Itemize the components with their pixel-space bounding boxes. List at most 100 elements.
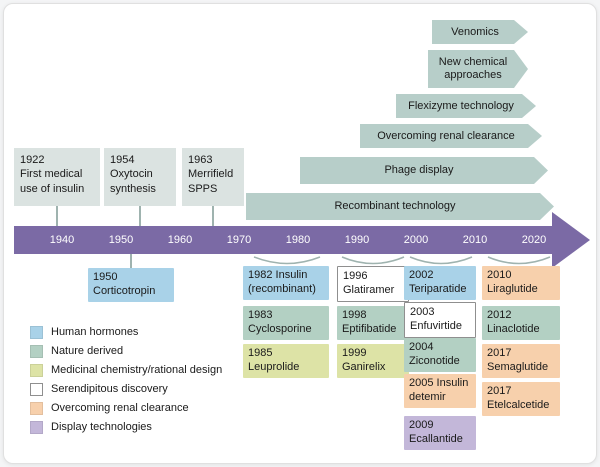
timeline-tick-2000: 2000: [403, 234, 429, 246]
drug-box-2009-ecallantide: 2009 Ecallantide: [404, 416, 476, 450]
drug-box-2012-linaclotide: 2012 Linaclotide: [482, 306, 560, 340]
milestone-label: Oxytocin synthesis: [110, 168, 156, 195]
banner-overcoming-renal-clearance: Overcoming renal clearance: [360, 124, 542, 148]
drug-year: 2009: [409, 419, 434, 431]
banner-flexizyme-technology: Flexizyme technology: [396, 94, 536, 118]
drug-box-2003-enfuvirtide: 2003 Enfuvirtide: [404, 302, 476, 338]
drug-year: 2017: [487, 347, 512, 359]
timeline-arrowhead-icon: [552, 212, 590, 268]
drug-year: 2005: [409, 377, 434, 389]
milestone-1922-insulin: 1922 First medical use of insulin: [14, 148, 100, 206]
drug-name: Linaclotide: [487, 322, 540, 335]
legend-label: Medicinal chemistry/rational design: [51, 364, 223, 376]
milestone-label: First medical use of insulin: [20, 168, 85, 195]
timeline-tick-2020: 2020: [521, 234, 547, 246]
drug-box-2005-insulin-detemir: 2005 Insulin detemir: [404, 374, 476, 408]
milestone-1963-merrifield-spps: 1963 Merrifield SPPS: [182, 148, 244, 206]
drug-box-2010-liraglutide: 2010 Liraglutide: [482, 266, 560, 300]
legend-label: Serendipitous discovery: [51, 383, 168, 395]
legend-item-serendipitous-discovery: Serendipitous discovery: [30, 383, 222, 396]
drug-year: 2003: [410, 306, 435, 318]
milestone-year: 1954: [110, 154, 135, 166]
drug-name: Corticotropin: [93, 284, 156, 297]
drug-year: 1950: [93, 271, 118, 283]
banner-label: Recombinant technology: [334, 200, 456, 213]
legend-item-overcoming-renal-clearance: Overcoming renal clearance: [30, 402, 222, 415]
legend-item-human-hormones: Human hormones: [30, 326, 222, 339]
column-connector-arc: [487, 256, 551, 265]
drug-name: Etelcalcetide: [487, 398, 550, 411]
drug-year: 1985: [248, 347, 273, 359]
column-connector-arc: [253, 256, 321, 265]
legend-item-display-technologies: Display technologies: [30, 421, 222, 434]
legend-swatch-nature-derived: [30, 345, 43, 358]
drug-name: Insulin detemir: [409, 377, 469, 403]
legend-label: Display technologies: [51, 421, 152, 433]
column-connector-arc: [409, 256, 473, 265]
banner-phage-display: Phage display: [300, 157, 548, 184]
drug-name: Liraglutide: [487, 282, 538, 295]
timeline-tick-2010: 2010: [462, 234, 488, 246]
drug-name: Ziconotide: [409, 354, 460, 367]
drug-box-1983-cyclosporine: 1983 Cyclosporine: [243, 306, 329, 340]
banner-label: New chemical approaches: [438, 56, 508, 81]
drug-name: Teriparatide: [409, 282, 467, 295]
drug-box-1996-glatiramer: 1996 Glatiramer: [337, 266, 409, 302]
drug-year: 2010: [487, 269, 512, 281]
legend-swatch-serendipitous-discovery: [30, 383, 43, 396]
banner-recombinant-technology: Recombinant technology: [246, 193, 554, 220]
legend-label: Nature derived: [51, 345, 124, 357]
milestone-year: 1922: [20, 154, 45, 166]
milestone-year: 1963: [188, 154, 213, 166]
legend: Human hormones Nature derived Medicinal …: [30, 326, 222, 434]
drug-year: 1983: [248, 309, 273, 321]
banner-label: Phage display: [384, 164, 454, 177]
timeline-tick-1970: 1970: [226, 234, 252, 246]
drug-year: 1998: [342, 309, 367, 321]
column-connector-arc: [341, 256, 405, 265]
timeline-tick-1980: 1980: [285, 234, 311, 246]
legend-item-medicinal-chemistry: Medicinal chemistry/rational design: [30, 364, 222, 377]
drug-box-1998-eptifibatide: 1998 Eptifibatide: [337, 306, 409, 340]
drug-name: Cyclosporine: [248, 322, 312, 335]
legend-label: Human hormones: [51, 326, 139, 338]
drug-connector: [130, 254, 132, 268]
milestone-connector: [56, 206, 58, 226]
milestone-connector: [212, 206, 214, 226]
drug-name: Eptifibatide: [342, 322, 397, 335]
timeline-bar: 1940 1950 1960 1970 1980 1990 2000 2010 …: [14, 226, 552, 254]
banner-label: Flexizyme technology: [408, 99, 514, 112]
drug-box-2002-teriparatide: 2002 Teriparatide: [404, 266, 476, 300]
banner-label: Overcoming renal clearance: [377, 129, 515, 142]
timeline-tick-1990: 1990: [344, 234, 370, 246]
drug-year: 2017: [487, 385, 512, 397]
legend-label: Overcoming renal clearance: [51, 402, 189, 414]
banner-new-chemical-approaches: New chemical approaches: [428, 50, 528, 88]
banner-venomics: Venomics: [432, 20, 528, 44]
milestone-1954-oxytocin: 1954 Oxytocin synthesis: [104, 148, 176, 206]
drug-box-1999-ganirelix: 1999 Ganirelix: [337, 344, 409, 378]
drug-name: Semaglutide: [487, 360, 549, 373]
drug-box-2017-etelcalcetide: 2017 Etelcalcetide: [482, 382, 560, 416]
drug-box-1985-leuprolide: 1985 Leuprolide: [243, 344, 329, 378]
drug-name: Ganirelix: [342, 360, 386, 373]
drug-year: 2002: [409, 269, 434, 281]
drug-box-2004-ziconotide: 2004 Ziconotide: [404, 338, 476, 372]
legend-item-nature-derived: Nature derived: [30, 345, 222, 358]
timeline-tick-1940: 1940: [49, 234, 75, 246]
drug-box-1982-insulin-recombinant: 1982 Insulin (recombinant): [243, 266, 329, 300]
drug-box-2017-semaglutide: 2017 Semaglutide: [482, 344, 560, 378]
legend-swatch-medicinal-chemistry: [30, 364, 43, 377]
drug-year: 2004: [409, 341, 434, 353]
drug-name: Enfuvirtide: [410, 319, 462, 332]
drug-year: 1982: [248, 269, 273, 281]
drug-year: 1996: [343, 270, 368, 282]
drug-name: Ecallantide: [409, 432, 463, 445]
drug-name: Glatiramer: [343, 283, 395, 296]
drug-name: Leuprolide: [248, 360, 300, 373]
milestone-connector: [139, 206, 141, 226]
legend-swatch-human-hormones: [30, 326, 43, 339]
drug-box-1950-corticotropin: 1950 Corticotropin: [88, 268, 174, 302]
